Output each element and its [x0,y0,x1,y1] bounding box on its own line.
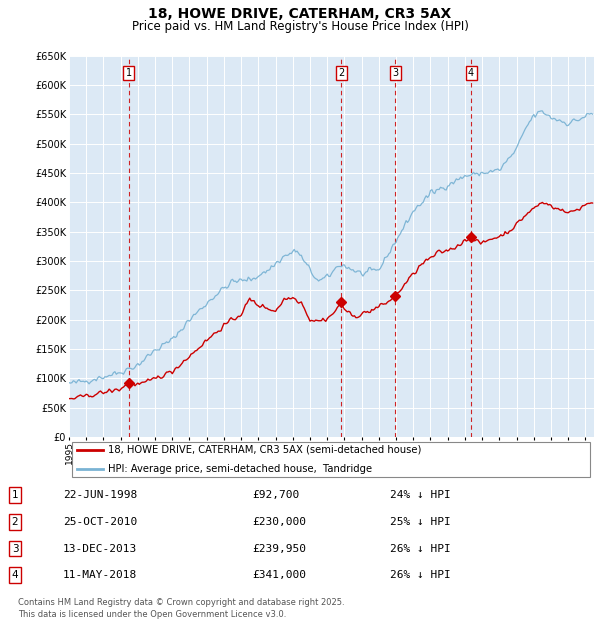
Text: 25% ↓ HPI: 25% ↓ HPI [390,517,451,527]
Text: £239,950: £239,950 [252,544,306,554]
Text: 4: 4 [468,68,474,78]
Text: 2: 2 [11,517,19,527]
Text: 3: 3 [11,544,19,554]
Text: Price paid vs. HM Land Registry's House Price Index (HPI): Price paid vs. HM Land Registry's House … [131,20,469,33]
Text: 1: 1 [125,68,132,78]
Text: Contains HM Land Registry data © Crown copyright and database right 2025.
This d: Contains HM Land Registry data © Crown c… [18,598,344,619]
Text: 24% ↓ HPI: 24% ↓ HPI [390,490,451,500]
FancyBboxPatch shape [71,441,590,477]
Text: £230,000: £230,000 [252,517,306,527]
Text: 4: 4 [11,570,19,580]
Text: 1: 1 [11,490,19,500]
Text: 26% ↓ HPI: 26% ↓ HPI [390,544,451,554]
Text: 2: 2 [338,68,344,78]
Text: £92,700: £92,700 [252,490,299,500]
Text: 13-DEC-2013: 13-DEC-2013 [63,544,137,554]
Text: 11-MAY-2018: 11-MAY-2018 [63,570,137,580]
Text: HPI: Average price, semi-detached house,  Tandridge: HPI: Average price, semi-detached house,… [109,464,373,474]
Text: £341,000: £341,000 [252,570,306,580]
Text: 25-OCT-2010: 25-OCT-2010 [63,517,137,527]
Text: 22-JUN-1998: 22-JUN-1998 [63,490,137,500]
Text: 26% ↓ HPI: 26% ↓ HPI [390,570,451,580]
Text: 18, HOWE DRIVE, CATERHAM, CR3 5AX: 18, HOWE DRIVE, CATERHAM, CR3 5AX [148,7,452,22]
Text: 3: 3 [392,68,398,78]
Text: 18, HOWE DRIVE, CATERHAM, CR3 5AX (semi-detached house): 18, HOWE DRIVE, CATERHAM, CR3 5AX (semi-… [109,445,422,455]
